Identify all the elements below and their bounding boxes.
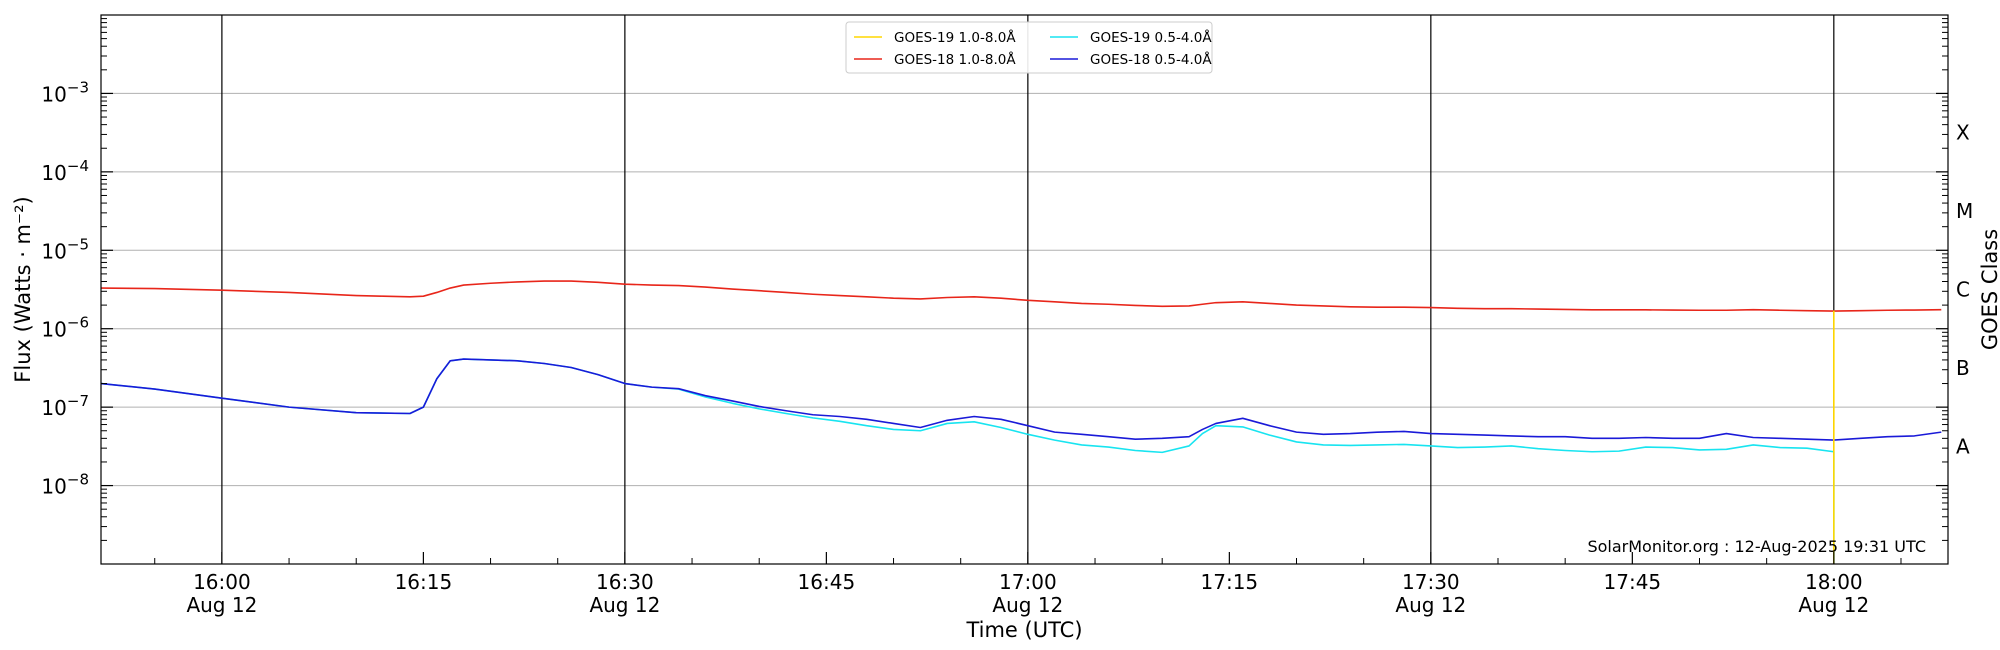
x-tick-date-label: Aug 12 [992,593,1063,617]
vertical-lines-layer [221,15,1835,564]
series-line-2 [100,358,1835,564]
legend-label: GOES-18 1.0-8.0Å [894,51,1016,68]
plot-frame [100,14,1949,565]
legend: GOES-19 1.0-8.0Å GOES-18 1.0-8.0Å GOES-19 … [845,21,1213,74]
legend-entries: GOES-19 1.0-8.0Å GOES-18 1.0-8.0Å GOES-19 … [854,29,1212,68]
x-tick-time-label: 16:15 [395,570,453,594]
y-tick-label: 10−7 [41,392,89,420]
series-line-3 [100,358,1942,441]
y-tick-label: 10−6 [41,314,89,342]
y-tick-label: 10−3 [41,78,89,106]
x-tick-date-label: Aug 12 [1395,593,1466,617]
goes-class-label: B [1956,356,1970,380]
goes-class-axis-label: GOES Class [1978,229,2000,350]
x-tick-time-label: 18:00 [1805,570,1863,594]
x-tick-date-label: Aug 12 [186,593,257,617]
x-tick-date-label: Aug 12 [1798,593,1869,617]
watermark-text: SolarMonitor.org : 12-Aug-2025 19:31 UTC [1587,537,1926,556]
label-layer: Time (UTC) Flux (Watts · m⁻²) GOES Class… [11,196,2000,642]
y-tick-label: 10−5 [41,235,89,263]
x-tick-time-label: 16:45 [798,570,856,594]
x-tick-time-label: 16:00 [193,570,251,594]
y-axis-label: Flux (Watts · m⁻²) [11,196,35,382]
goes-class-label: M [1956,199,1973,223]
grid-layer [101,92,1948,487]
x-tick-time-label: 17:45 [1604,570,1662,594]
goes-class-label: C [1956,278,1970,302]
x-tick-time-label: 17:30 [1402,570,1460,594]
legend-label: GOES-19 0.5-4.0Å [1090,29,1212,46]
goes-class-label: A [1956,434,1970,458]
series-line-1 [100,280,1942,312]
y-tick-label: 10−8 [41,471,89,499]
x-axis-label: Time (UTC) [965,618,1082,642]
x-tick-time-label: 17:00 [999,570,1057,594]
legend-label: GOES-18 0.5-4.0Å [1090,51,1212,68]
legend-label: GOES-19 1.0-8.0Å [894,29,1016,46]
x-tick-time-label: 16:30 [596,570,654,594]
y-tick-label: 10−4 [41,157,89,185]
series-layer [100,280,1942,564]
x-tick-date-label: Aug 12 [589,593,660,617]
x-tick-time-label: 17:15 [1201,570,1259,594]
legend-box [845,21,1213,74]
goes-class-label: X [1956,121,1970,145]
